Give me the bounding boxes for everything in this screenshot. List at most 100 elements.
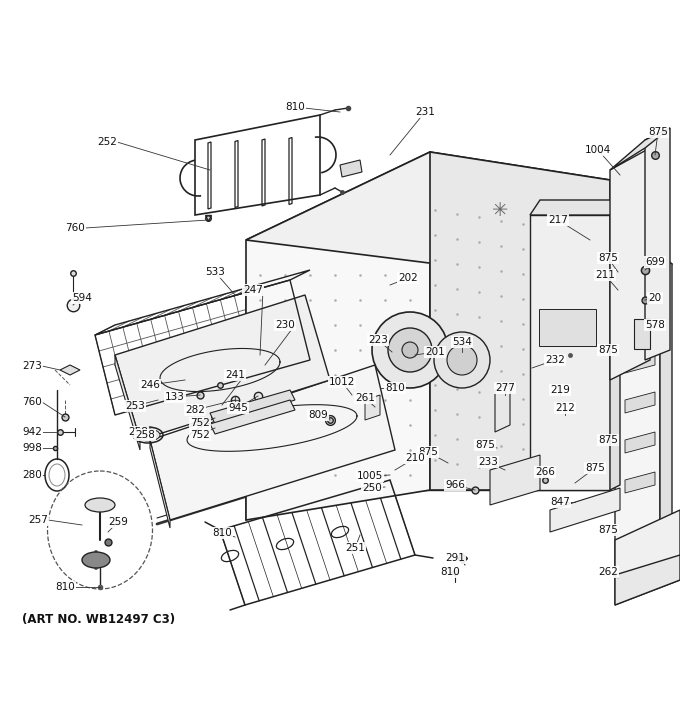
Text: 258: 258 [128,427,148,437]
Text: 699: 699 [645,257,665,267]
Text: 241: 241 [225,370,245,380]
Text: 20: 20 [649,293,662,303]
Text: 211: 211 [595,270,615,280]
Polygon shape [365,395,380,420]
Text: 233: 233 [478,457,498,467]
Text: 875: 875 [598,345,618,355]
Text: 232: 232 [545,355,565,365]
Polygon shape [625,392,655,413]
Text: 280: 280 [22,470,42,480]
Polygon shape [495,384,510,432]
Text: 875: 875 [598,435,618,445]
Polygon shape [530,200,620,215]
Text: 223: 223 [368,335,388,345]
Text: 942: 942 [22,427,42,437]
Text: 945: 945 [228,403,248,413]
Text: (ART NO. WB12497 C3): (ART NO. WB12497 C3) [22,613,175,626]
Text: 752: 752 [190,418,210,428]
Polygon shape [150,365,395,520]
Text: 251: 251 [345,543,365,553]
Text: 266: 266 [535,467,555,477]
Text: ✳: ✳ [492,201,508,220]
Text: 534: 534 [452,337,472,347]
FancyBboxPatch shape [634,319,650,349]
Text: 875: 875 [648,127,668,137]
Polygon shape [530,215,610,490]
Text: 291: 291 [445,553,465,563]
Polygon shape [610,128,670,170]
Text: 210: 210 [405,453,425,463]
Polygon shape [645,128,670,360]
Polygon shape [625,352,655,373]
Polygon shape [150,440,170,528]
Text: 810: 810 [55,582,75,592]
Polygon shape [430,152,610,490]
Polygon shape [246,255,337,520]
Text: 875: 875 [598,253,618,263]
Polygon shape [340,160,362,177]
Text: 277: 277 [495,383,515,393]
Polygon shape [610,148,650,380]
Polygon shape [625,312,655,333]
Text: 252: 252 [97,137,117,147]
Text: 262: 262 [598,567,618,577]
Text: 261: 261 [355,393,375,403]
Text: 810: 810 [440,567,460,577]
Text: 246: 246 [140,380,160,390]
Text: 847: 847 [550,497,570,507]
Text: 230: 230 [275,320,295,330]
Text: 133: 133 [165,392,185,402]
Text: 201: 201 [425,347,445,357]
Text: 594: 594 [72,293,92,303]
Polygon shape [337,215,430,490]
Text: 217: 217 [548,215,568,225]
Circle shape [434,332,490,388]
Polygon shape [246,152,430,520]
Polygon shape [615,255,660,575]
Text: 752: 752 [190,430,210,440]
Text: 875: 875 [475,440,495,450]
Polygon shape [115,355,140,450]
Polygon shape [610,200,620,490]
Text: 810: 810 [212,528,232,538]
Text: 809: 809 [308,410,328,420]
Text: 810: 810 [285,102,305,112]
Text: 273: 273 [22,361,42,371]
Polygon shape [210,400,295,434]
Polygon shape [660,255,672,560]
Text: 257: 257 [28,515,48,525]
Text: 966: 966 [445,480,465,490]
Text: 760: 760 [22,397,42,407]
Text: 875: 875 [598,525,618,535]
Polygon shape [246,152,610,265]
Polygon shape [615,510,680,605]
Circle shape [388,328,432,372]
Text: 1005: 1005 [357,471,383,481]
Text: 875: 875 [585,463,605,473]
Text: 231: 231 [415,107,435,117]
Text: 1004: 1004 [585,145,611,155]
Polygon shape [625,432,655,453]
Text: 1012: 1012 [329,377,355,387]
Polygon shape [337,255,610,490]
Ellipse shape [85,498,115,512]
Text: 212: 212 [555,403,575,413]
Polygon shape [60,365,80,375]
Text: 998: 998 [22,443,42,453]
Text: 258: 258 [135,430,155,440]
Polygon shape [550,488,620,532]
Text: 760: 760 [65,223,85,233]
Polygon shape [490,455,540,505]
Polygon shape [625,472,655,493]
Circle shape [372,312,448,388]
Ellipse shape [136,429,160,441]
FancyBboxPatch shape [539,309,596,346]
Text: 250: 250 [362,483,382,493]
Polygon shape [210,390,295,424]
Text: 810: 810 [385,383,405,393]
Text: 875: 875 [418,447,438,457]
Text: 219: 219 [550,385,570,395]
Polygon shape [615,255,672,290]
Polygon shape [115,295,330,440]
Polygon shape [615,555,680,605]
